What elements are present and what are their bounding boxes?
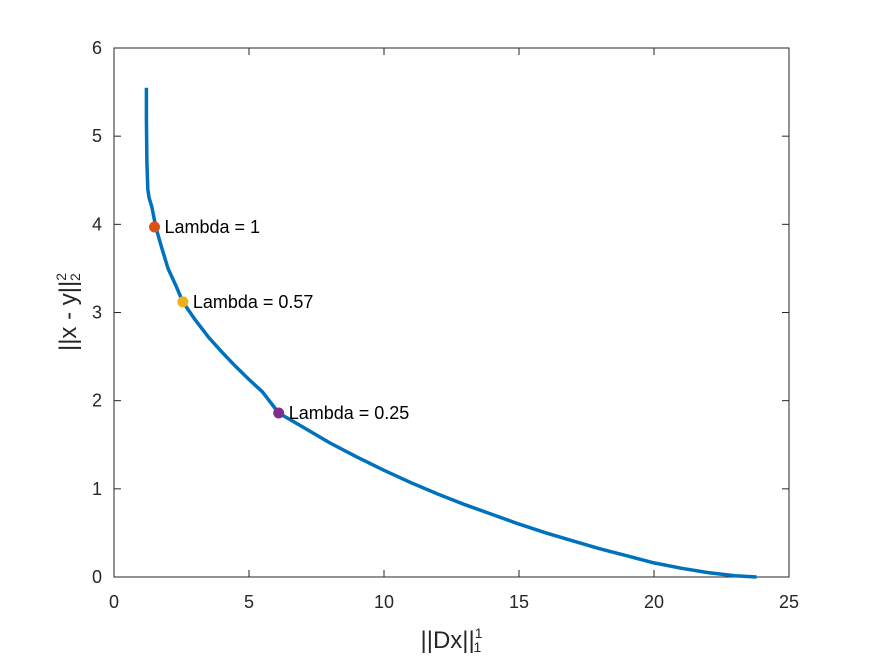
y-tick-label: 2	[92, 391, 102, 411]
x-tick-label: 20	[644, 592, 664, 612]
lambda-point-marker	[273, 407, 285, 419]
y-tick-label: 5	[92, 126, 102, 146]
lambda-point-label: Lambda = 0.25	[289, 403, 410, 423]
y-tick-label: 1	[92, 479, 102, 499]
lambda-point-label: Lambda = 1	[165, 217, 261, 237]
x-axis-ticks: 0 5 10 15 20 25	[109, 48, 799, 612]
lambda-point-label: Lambda = 0.57	[193, 292, 314, 312]
y-axis-ticks: 0 1 2 3 4 5 6	[92, 38, 789, 587]
y-axis-label: ||x - y||22	[53, 273, 83, 351]
x-tick-label: 15	[509, 592, 529, 612]
annotation-layer: Lambda = 1 Lambda = 0.57 Lambda = 0.25	[149, 217, 409, 423]
lambda-point-marker	[149, 221, 160, 233]
y-tick-label: 3	[92, 303, 102, 323]
y-tick-label: 4	[92, 214, 102, 234]
plot-area	[113, 47, 790, 578]
x-tick-label: 5	[244, 592, 254, 612]
x-tick-label: 25	[779, 592, 799, 612]
x-tick-label: 10	[374, 592, 394, 612]
y-tick-label: 6	[92, 38, 102, 58]
y-tick-label: 0	[92, 567, 102, 587]
x-tick-label: 0	[109, 592, 119, 612]
x-axis-label: ||Dx||1 1	[420, 625, 482, 654]
lambda-point-marker	[177, 296, 189, 308]
